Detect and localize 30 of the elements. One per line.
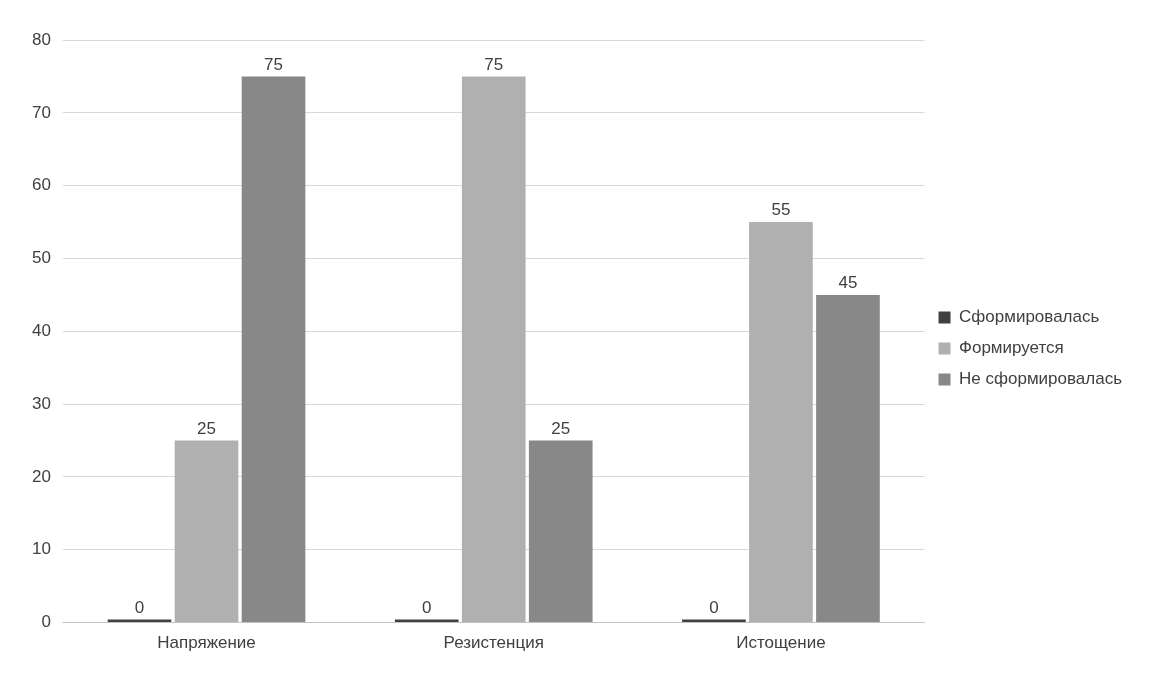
- bar: [816, 294, 880, 623]
- data-label: 0: [134, 597, 145, 617]
- data-label: 75: [484, 54, 504, 74]
- y-tick-label: 60: [31, 175, 51, 195]
- y-tick-label: 40: [31, 320, 51, 340]
- bar: [749, 222, 813, 623]
- x-tick-label: Истощение: [736, 633, 826, 653]
- bar: [461, 76, 526, 623]
- data-label: 25: [551, 418, 571, 438]
- bar: [241, 76, 306, 623]
- legend-label: Не сформировалась: [959, 369, 1123, 389]
- y-tick-label: 10: [31, 539, 51, 559]
- data-label: 0: [709, 597, 719, 617]
- y-tick-label: 80: [31, 29, 51, 49]
- bar: [174, 440, 239, 623]
- data-label: 55: [771, 200, 791, 220]
- legend-label: Сформировалась: [959, 307, 1100, 327]
- y-tick-label: 70: [31, 102, 51, 122]
- x-tick-label: Резистенция: [443, 633, 544, 653]
- x-tick-label: Напряжение: [157, 633, 256, 653]
- y-tick-label: 50: [31, 248, 51, 268]
- data-label: 0: [421, 597, 432, 617]
- y-tick-label: 0: [41, 612, 51, 632]
- data-label: 25: [197, 418, 216, 438]
- data-label: 45: [838, 273, 858, 293]
- data-label: 75: [264, 54, 283, 74]
- legend-label: Формируется: [959, 338, 1064, 358]
- bar: [528, 440, 593, 623]
- y-tick-label: 20: [31, 466, 51, 486]
- y-tick-label: 30: [31, 393, 51, 413]
